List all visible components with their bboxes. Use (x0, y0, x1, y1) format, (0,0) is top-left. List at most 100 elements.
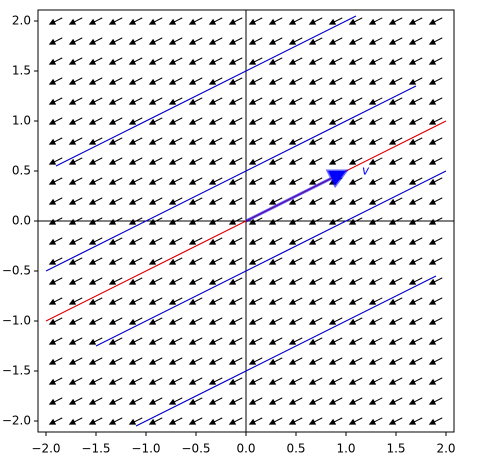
field-arrow (428, 137, 443, 145)
field-arrow (428, 377, 443, 385)
field-arrow (68, 17, 83, 25)
field-arrow (388, 177, 403, 185)
field-arrow (248, 357, 263, 365)
field-arrow (408, 377, 423, 385)
field-arrow (108, 397, 123, 405)
field-arrow (48, 197, 63, 205)
field-arrow (328, 97, 343, 105)
field-arrow (228, 117, 243, 125)
field-arrow (88, 337, 103, 345)
field-arrow (188, 237, 203, 245)
field-arrow (288, 317, 303, 325)
field-arrow (328, 57, 343, 65)
field-arrow (108, 137, 123, 145)
field-arrow (108, 197, 123, 205)
field-arrow (308, 17, 323, 25)
field-arrow (268, 417, 283, 425)
field-arrow (108, 377, 123, 385)
field-arrow (108, 257, 123, 265)
field-arrow (348, 157, 363, 165)
field-arrow (48, 117, 63, 125)
field-arrow (208, 397, 223, 405)
field-arrow (148, 197, 163, 205)
field-arrow (348, 17, 363, 25)
field-arrow (388, 57, 403, 65)
field-arrow (48, 257, 63, 265)
field-arrow (88, 57, 103, 65)
vector-arrow (245, 169, 349, 223)
field-arrow (408, 157, 423, 165)
field-arrow (108, 357, 123, 365)
field-arrow (148, 97, 163, 105)
field-arrow (288, 417, 303, 425)
field-arrow (268, 337, 283, 345)
field-arrow (88, 37, 103, 45)
field-arrow (48, 237, 63, 245)
field-arrow (368, 117, 383, 125)
field-arrow (108, 277, 123, 285)
field-arrow (68, 177, 83, 185)
field-arrow (128, 177, 143, 185)
field-arrow (188, 77, 203, 85)
field-arrow (388, 197, 403, 205)
field-arrow (128, 157, 143, 165)
field-arrow (288, 357, 303, 365)
field-arrow (68, 137, 83, 145)
field-arrow (328, 37, 343, 45)
field-arrow (408, 357, 423, 365)
field-arrow (288, 237, 303, 245)
field-arrow (228, 397, 243, 405)
field-arrow (188, 177, 203, 185)
y-tick-label: −1.5 (2, 364, 31, 378)
field-arrow (428, 157, 443, 165)
field-arrow (368, 397, 383, 405)
field-arrow (168, 37, 183, 45)
field-arrow (248, 317, 263, 325)
field-arrow (428, 97, 443, 105)
field-arrow (368, 37, 383, 45)
field-arrow (128, 137, 143, 145)
field-arrow (328, 257, 343, 265)
field-arrow (248, 297, 263, 305)
field-arrow (308, 297, 323, 305)
field-arrow (188, 97, 203, 105)
field-arrow (148, 377, 163, 385)
field-arrow (228, 97, 243, 105)
field-arrow (68, 257, 83, 265)
field-arrow (208, 417, 223, 425)
x-tick-label: 0.0 (236, 442, 255, 456)
field-arrow (388, 137, 403, 145)
y-tick-label: 1.5 (12, 64, 31, 78)
field-arrow (88, 137, 103, 145)
field-arrow (288, 77, 303, 85)
field-arrow (228, 197, 243, 205)
field-arrow (228, 377, 243, 385)
field-arrow (388, 417, 403, 425)
field-arrow (408, 17, 423, 25)
field-arrow (68, 237, 83, 245)
field-arrow (248, 337, 263, 345)
field-arrow (308, 137, 323, 145)
field-arrow (188, 117, 203, 125)
field-arrow (368, 177, 383, 185)
field-arrow (388, 297, 403, 305)
field-arrow (148, 237, 163, 245)
y-tick-label: −0.5 (2, 264, 31, 278)
field-arrow (48, 357, 63, 365)
field-arrow (228, 357, 243, 365)
field-arrow (148, 357, 163, 365)
field-arrow (328, 357, 343, 365)
field-arrow (168, 277, 183, 285)
field-arrow (288, 337, 303, 345)
field-arrow (348, 397, 363, 405)
field-arrow (148, 317, 163, 325)
field-arrow (268, 77, 283, 85)
field-arrow (168, 357, 183, 365)
field-arrow (348, 37, 363, 45)
field-arrow (168, 77, 183, 85)
field-arrow (188, 157, 203, 165)
field-arrow (288, 177, 303, 185)
field-arrow (368, 77, 383, 85)
field-arrow (428, 417, 443, 425)
